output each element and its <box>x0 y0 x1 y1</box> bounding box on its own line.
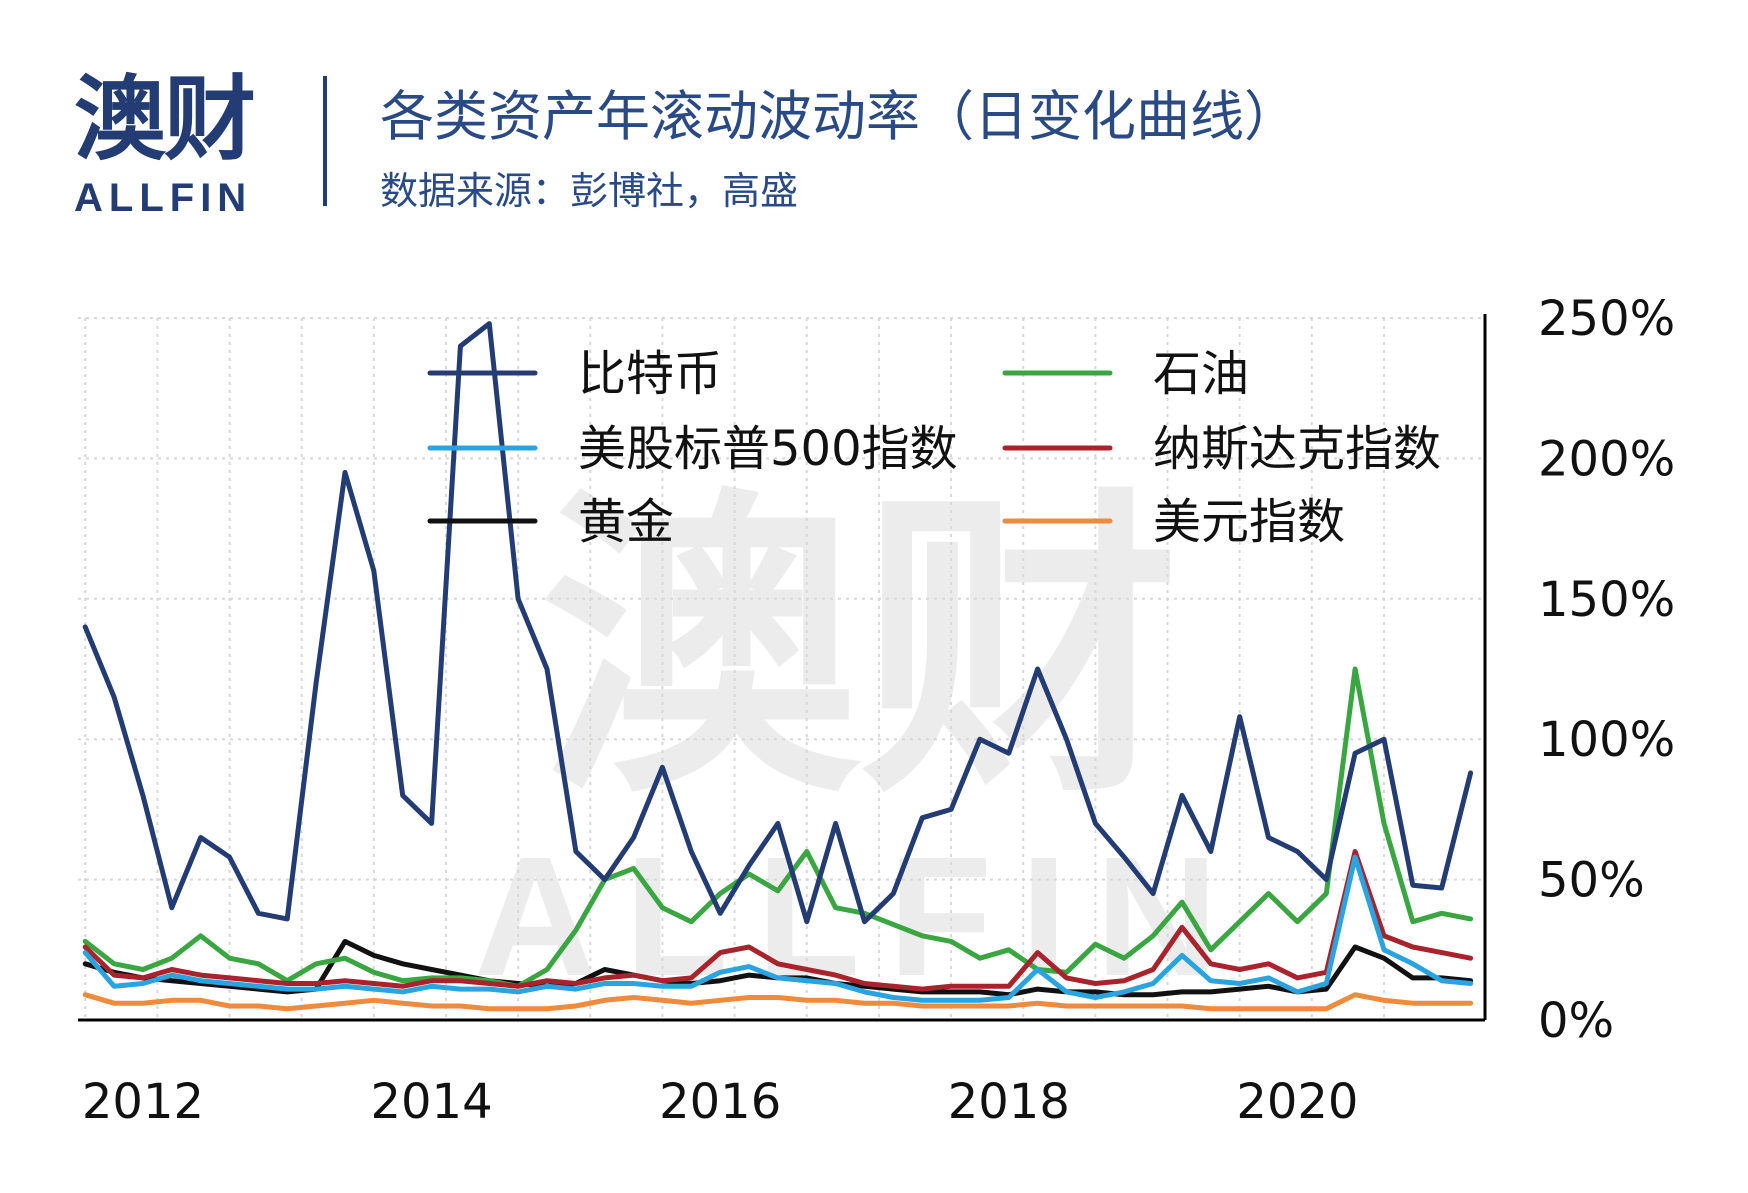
page-subtitle: 数据来源：彭博社，高盛 <box>380 169 799 213</box>
x-tick-label: 2020 <box>1236 1074 1358 1130</box>
series-line <box>82 992 1474 1012</box>
brand-logo: 澳财 ALLFIN <box>74 70 274 221</box>
x-tick-label: 2016 <box>659 1074 781 1130</box>
legend-label: 石油 <box>1153 346 1249 402</box>
y-tick-label: 50% <box>1538 853 1645 909</box>
series-line <box>82 854 1474 1003</box>
y-tick-label: 250% <box>1538 291 1675 347</box>
page-title: 各类资产年滚动波动率（日变化曲线） <box>380 85 1298 148</box>
brand-name-cn: 澳财 <box>74 66 256 173</box>
chart-grid <box>78 317 1485 1020</box>
y-tick-label: 0% <box>1538 993 1614 1049</box>
legend-label: 美元指数 <box>1153 494 1345 550</box>
legend-label: 黄金 <box>578 494 674 550</box>
header-divider <box>323 76 327 206</box>
x-tick-label: 2014 <box>370 1074 492 1130</box>
legend-label: 比特币 <box>578 346 722 402</box>
x-tick-label: 2012 <box>82 1074 204 1130</box>
legend-label: 纳斯达克指数 <box>1153 421 1441 477</box>
y-tick-label: 200% <box>1538 431 1675 487</box>
series-line <box>82 849 1474 992</box>
x-tick-label: 2018 <box>948 1074 1070 1130</box>
chart-axes: 0% 50% 100% 150% 200% 250% 2012 2014 2016 2018 202… <box>78 291 1675 1130</box>
legend-label: 美股标普500指数 <box>578 421 958 477</box>
y-tick-label: 150% <box>1538 572 1675 628</box>
y-tick-label: 100% <box>1538 712 1675 768</box>
watermark-cn: 澳财 <box>540 464 1180 836</box>
series-line <box>82 321 1474 925</box>
chart-series <box>82 321 1474 1012</box>
brand-name-en: ALLFIN <box>74 176 253 220</box>
series-line <box>82 666 1474 989</box>
